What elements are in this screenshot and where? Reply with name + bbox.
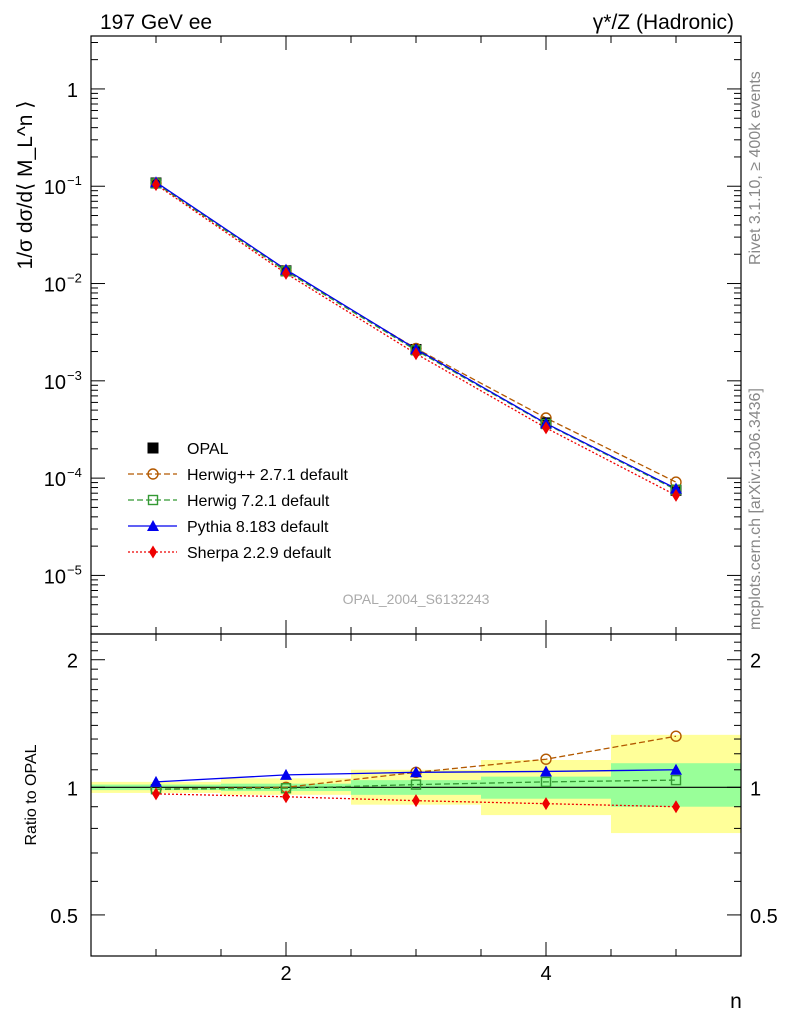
legend-label-sherpa: Sherpa 2.2.9 default — [187, 545, 332, 562]
data-point-sherpa — [542, 421, 550, 435]
y-tick-label-exponent: −2 — [67, 271, 82, 286]
data-point-sherpa — [672, 488, 680, 502]
legend-marker-herwigpp — [147, 468, 159, 480]
ratio-y-tick-label: 1 — [67, 778, 78, 800]
ratio-point-sherpa — [282, 790, 290, 804]
ratio-point-pythia — [410, 766, 422, 778]
y-tick-label-exponent: −4 — [67, 465, 82, 480]
main-y-axis-label: 1/σ dσ/d⟨ M_L^n ⟩ — [14, 101, 37, 270]
y-tick-label-exponent: −5 — [67, 562, 82, 577]
x-tick-label: 2 — [280, 963, 291, 985]
y-tick-label-exponent: −1 — [67, 173, 82, 188]
rivet-version-label: Rivet 3.1.10, ≥ 400k events — [747, 71, 764, 265]
legend-marker-herwig7 — [147, 494, 159, 506]
data-point-pythia — [670, 482, 682, 494]
legend-label-opal: OPAL — [187, 441, 229, 458]
data-point-sherpa — [412, 347, 420, 361]
y-tick-label: 1 — [67, 80, 78, 102]
ratio-point-pythia — [670, 763, 682, 775]
ratio-y-tick-label-right: 2 — [750, 651, 761, 673]
ratio-y-tick-label: 0.5 — [50, 906, 78, 928]
ratio-point-sherpa — [672, 800, 680, 814]
ratio-point-pythia — [540, 765, 552, 777]
y-tick-label: 10 — [44, 469, 66, 491]
ratio-panel: 0.5 0.5 1 1 2 2 Ratio to OPAL 2 4 n — [23, 633, 778, 1013]
main-panel: 110−110−210−310−410 −51/σ dσ/d⟨ M_L^n ⟩OP… — [14, 35, 742, 635]
x-axis-label: n — [730, 990, 742, 1013]
legend-label-herwig7: Herwig 7.2.1 default — [187, 493, 330, 510]
ratio-point-pythia — [280, 768, 292, 780]
ratio-point-sherpa — [152, 787, 160, 801]
legend-label-herwigpp: Herwig++ 2.7.1 default — [187, 467, 349, 484]
series-line-sherpa — [155, 184, 677, 496]
header-energy-label: 197 GeV ee — [100, 11, 212, 34]
legend-marker-opal — [147, 442, 159, 454]
legend-marker-sherpa — [149, 545, 157, 559]
series-line-herwigpp — [155, 182, 677, 483]
y-tick-label-exponent: −3 — [67, 368, 82, 383]
analysis-watermark: OPAL_2004_S6132243 — [343, 591, 490, 607]
data-point-sherpa — [282, 266, 290, 280]
legend-label-pythia: Pythia 8.183 default — [187, 519, 329, 536]
ratio-y-tick-label-right: 0.5 — [750, 906, 778, 928]
ratio-point-herwigpp — [540, 753, 552, 765]
y-tick-label: 10 — [44, 177, 66, 199]
ratio-point-pythia — [150, 775, 162, 787]
ratio-point-herwig7 — [410, 779, 422, 790]
legend: OPAL Herwig++ 2.7.1 default Herwig 7.2.1 d… — [128, 441, 349, 562]
data-point-sherpa — [152, 178, 160, 192]
y-tick-label: 10 — [44, 372, 66, 394]
ratio-y-axis-label: Ratio to OPAL — [23, 744, 40, 845]
ratio-y-tick-label-right: 1 — [750, 778, 761, 800]
y-tick-label: 10 — [44, 275, 66, 297]
series-line-pythia — [155, 181, 677, 490]
header-process-label: γ*/Z (Hadronic) — [593, 11, 734, 34]
ratio-line-herwig7 — [155, 779, 677, 790]
ratio-point-herwigpp — [670, 730, 682, 742]
y-tick-label: 10 — [44, 566, 66, 588]
ratio-point-sherpa — [542, 797, 550, 811]
ratio-point-herwig7 — [670, 774, 682, 786]
legend-marker-pythia — [147, 520, 159, 531]
ratio-point-sherpa — [412, 794, 420, 808]
ratio-point-herwig7 — [540, 776, 552, 788]
x-tick-label: 4 — [540, 963, 551, 985]
mcplots-reference-label: mcplots.cern.ch [arXiv:1306.3436] — [747, 388, 764, 630]
ratio-y-tick-label: 2 — [67, 651, 78, 673]
